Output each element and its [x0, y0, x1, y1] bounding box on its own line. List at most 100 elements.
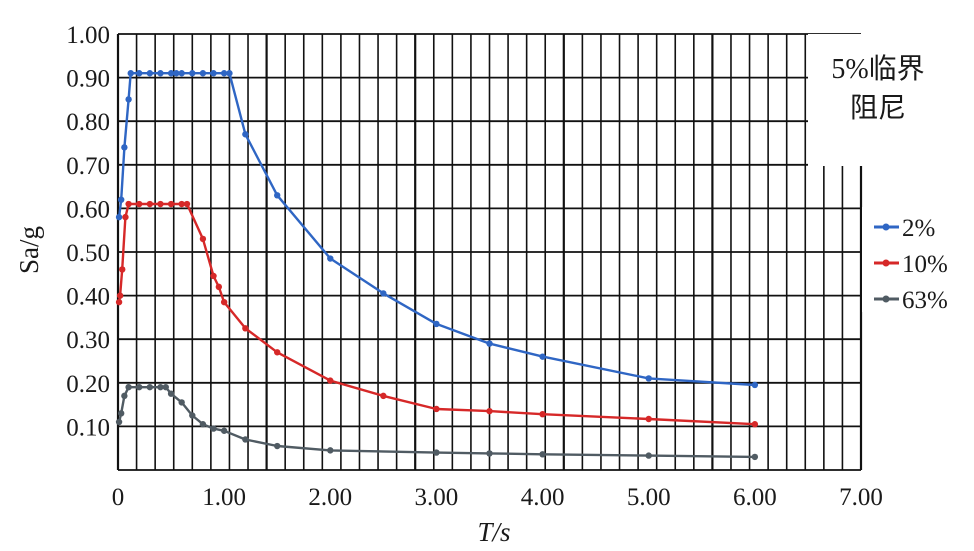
data-point	[433, 449, 440, 456]
data-point	[210, 272, 217, 280]
data-point	[220, 70, 228, 77]
data-point	[122, 213, 129, 221]
data-point	[178, 200, 185, 208]
data-point	[115, 418, 123, 426]
legend-label: 63%	[902, 287, 948, 314]
data-point	[119, 266, 126, 273]
y-tick-label: 0.40	[66, 284, 110, 311]
data-point	[117, 196, 125, 203]
annotation-line-1: 5%临界	[831, 53, 924, 85]
y-tick-label: 0.80	[66, 109, 110, 136]
legend-marker	[882, 259, 890, 267]
data-point	[167, 390, 175, 397]
data-point	[486, 407, 493, 415]
data-point	[157, 70, 164, 77]
y-tick-label: 0.50	[66, 240, 110, 267]
data-point	[274, 442, 281, 450]
legend-marker	[882, 295, 890, 303]
data-point	[121, 144, 128, 151]
data-point	[327, 447, 334, 454]
x-tick-label: 7.00	[839, 484, 883, 511]
data-point	[173, 70, 180, 77]
legend-label: 2%	[902, 215, 935, 242]
data-point	[136, 200, 143, 208]
x-tick-label: 5.00	[627, 484, 671, 511]
series-line-1	[117, 202, 755, 426]
legend-background	[862, 207, 974, 312]
data-point	[167, 200, 175, 208]
data-point	[116, 292, 124, 299]
y-tick-label: 0.30	[66, 327, 110, 354]
data-point	[199, 235, 207, 243]
data-point	[210, 425, 217, 432]
x-tick-label: 3.00	[415, 484, 459, 511]
x-tick-label: 0	[112, 484, 125, 511]
data-point	[220, 427, 228, 434]
data-point	[210, 70, 217, 77]
data-point	[125, 96, 132, 103]
data-point	[751, 421, 759, 428]
data-point	[136, 70, 143, 77]
legend-marker	[882, 223, 890, 231]
data-point	[274, 192, 281, 199]
data-point	[189, 412, 196, 419]
data-point	[539, 410, 546, 418]
y-tick-label: 0.70	[66, 153, 110, 180]
data-point	[242, 131, 249, 138]
data-point	[751, 381, 759, 389]
data-point	[242, 325, 249, 332]
series-line-0	[117, 71, 755, 387]
annotation-background	[808, 34, 972, 166]
data-point	[146, 70, 154, 77]
y-tick-label: 0.20	[66, 371, 110, 398]
data-point	[220, 298, 228, 306]
data-point	[125, 200, 132, 208]
data-point	[162, 383, 169, 391]
data-point	[146, 383, 154, 391]
data-point	[645, 375, 652, 382]
data-point	[178, 399, 185, 406]
tick-labels: 0 1.00 2.00 3.00 4.00 5.00 6.00 7.00 0.10 0.20 0.3…	[66, 22, 883, 511]
data-point	[645, 415, 652, 423]
data-point	[121, 392, 128, 400]
data-point	[199, 70, 207, 77]
y-tick-label: 0.10	[66, 414, 110, 441]
data-point	[146, 200, 154, 208]
data-point	[125, 383, 132, 391]
data-point	[380, 392, 387, 400]
x-tick-label: 6.00	[733, 484, 777, 511]
data-point	[178, 70, 185, 77]
grid	[116, 33, 863, 471]
series-line-2	[117, 386, 755, 459]
legend-label: 10%	[902, 251, 948, 278]
data-point	[242, 436, 249, 443]
data-point	[189, 70, 196, 77]
x-tick-label: 4.00	[521, 484, 565, 511]
data-point	[183, 200, 191, 208]
x-tick-label: 1.00	[202, 484, 246, 511]
data-point	[433, 320, 440, 328]
legend: 2% 10% 63%	[874, 215, 948, 314]
x-axis-label: T/s	[477, 517, 510, 547]
data-point	[274, 349, 281, 356]
data-point	[115, 213, 123, 221]
data-point	[539, 353, 546, 360]
data-point	[486, 450, 493, 457]
data-point	[127, 70, 134, 77]
y-tick-label: 0.60	[66, 196, 110, 223]
data-point	[327, 255, 334, 262]
data-point	[645, 452, 652, 459]
data-point	[486, 340, 493, 347]
data-point	[136, 383, 143, 391]
data-point	[539, 451, 546, 458]
data-point	[199, 421, 207, 428]
data-point	[380, 290, 387, 297]
data-point	[751, 453, 759, 461]
annotation-line-2: 阻尼	[850, 93, 906, 124]
series-layer	[115, 70, 759, 461]
y-axis-label: Sa/g	[14, 226, 44, 274]
x-tick-label: 2.00	[308, 484, 352, 511]
data-point	[215, 283, 223, 291]
data-point	[327, 377, 334, 384]
